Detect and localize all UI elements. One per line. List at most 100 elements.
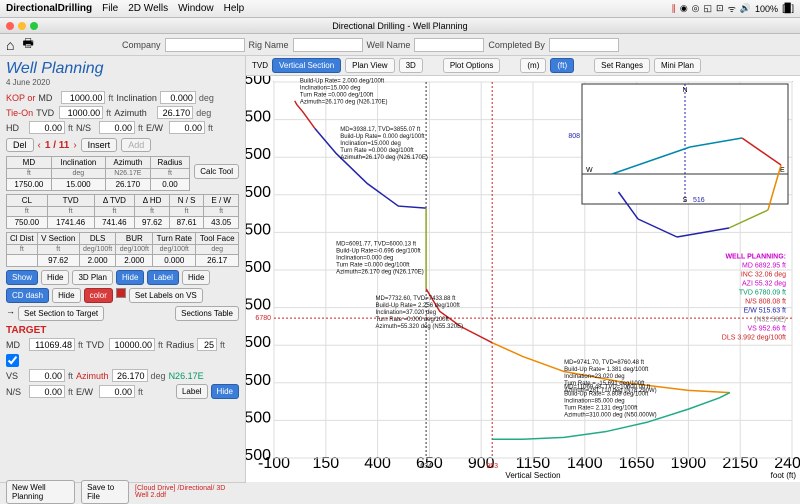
insert-button[interactable]: Insert <box>81 138 118 152</box>
t-ns-input[interactable] <box>29 385 65 398</box>
cddash-button[interactable]: CD dash <box>6 288 49 303</box>
unit: deg <box>196 108 211 118</box>
svg-text:VS 952.66 ft: VS 952.66 ft <box>747 326 786 333</box>
unit: ft <box>106 108 111 118</box>
status-icon: ⊡ <box>716 3 724 14</box>
rigname-label: Rig Name <box>249 40 289 50</box>
battery-pct: 100% <box>755 4 778 14</box>
sectionstable-button[interactable]: Sections Table <box>175 306 239 321</box>
t-hide-button[interactable]: Hide <box>211 384 239 399</box>
mini-plan-button[interactable]: Mini Plan <box>654 58 701 73</box>
unit: ft <box>208 123 213 133</box>
close-icon[interactable] <box>6 22 14 30</box>
company-input[interactable] <box>165 38 245 52</box>
svg-text:(N32.56E): (N32.56E) <box>754 317 786 324</box>
tvd-input[interactable] <box>59 106 103 119</box>
prev-icon[interactable]: ‹ <box>38 140 41 151</box>
setsection-button[interactable]: Set Section to Target <box>18 306 104 321</box>
tab-vertical-section[interactable]: Vertical Section <box>272 58 341 73</box>
tieon-label: Tie-On <box>6 108 33 118</box>
t-label-button[interactable]: Label <box>176 384 208 399</box>
hidelabel-button[interactable]: Hide <box>182 270 210 285</box>
svg-text:500: 500 <box>246 76 271 88</box>
ew-input[interactable] <box>169 121 205 134</box>
unit: ft <box>78 340 83 350</box>
bottom-bar: New Well Planning Save to File [Cloud Dr… <box>0 482 246 500</box>
label-button[interactable]: Label <box>147 270 179 285</box>
home-icon[interactable]: ⌂ <box>6 37 14 53</box>
hide-cd-button[interactable]: Hide <box>52 288 80 303</box>
color-swatch[interactable] <box>116 288 126 298</box>
setlabels-button[interactable]: Set Labels on VS <box>129 288 203 303</box>
svg-text:5500: 5500 <box>246 259 271 276</box>
kop-label: KOP or <box>6 93 35 103</box>
svg-text:953: 953 <box>486 463 498 470</box>
t-azi-label: Azimuth <box>76 371 109 381</box>
svg-text:2500: 2500 <box>246 146 271 163</box>
show-button[interactable]: Show <box>6 270 38 285</box>
menu-2dwells[interactable]: 2D Wells <box>128 3 168 14</box>
unit-ft-button[interactable]: (ft) <box>550 58 574 73</box>
svg-text:N: N <box>682 87 687 94</box>
zoom-icon[interactable] <box>30 22 38 30</box>
completedby-input[interactable] <box>549 38 619 52</box>
unit: ft <box>158 340 163 350</box>
svg-text:6780: 6780 <box>255 315 271 322</box>
t-radius-check[interactable] <box>6 354 19 367</box>
hide3d-button[interactable]: Hide <box>116 270 144 285</box>
plot-options-button[interactable]: Plot Options <box>443 58 501 73</box>
t-azi-input[interactable] <box>112 369 148 382</box>
set-ranges-button[interactable]: Set Ranges <box>594 58 650 73</box>
hide-button[interactable]: Hide <box>41 270 69 285</box>
t-md-input[interactable] <box>29 338 75 351</box>
print-icon[interactable]: 🖶 <box>22 34 33 55</box>
ns-input[interactable] <box>99 121 135 134</box>
unit: ft <box>138 387 143 397</box>
pause-icon: ∥ <box>671 3 676 14</box>
t-radius-input[interactable] <box>197 338 217 351</box>
ew-label: E/W <box>146 123 166 133</box>
incl-label: Inclination <box>116 93 157 103</box>
tab-plan-view[interactable]: Plan View <box>345 58 394 73</box>
del-button[interactable]: Del <box>6 138 34 152</box>
tab-3d[interactable]: 3D <box>399 58 423 73</box>
minimize-icon[interactable] <box>18 22 26 30</box>
unit: ft <box>68 387 73 397</box>
plan3d-button[interactable]: 3D Plan <box>72 270 112 285</box>
wellname-input[interactable] <box>414 38 484 52</box>
svg-text:1500: 1500 <box>246 109 271 126</box>
menu-file[interactable]: File <box>102 3 118 14</box>
status-icon: ◎ <box>692 3 700 14</box>
unit: deg <box>199 93 214 103</box>
rigname-input[interactable] <box>293 38 363 52</box>
date: 4 June 2020 <box>6 78 239 87</box>
svg-text:MD 6892.95 ft: MD 6892.95 ft <box>742 263 786 270</box>
svg-text:634: 634 <box>420 463 432 470</box>
svg-text:6500: 6500 <box>246 297 271 314</box>
menubar: DirectionalDrilling File 2D Wells Window… <box>0 0 800 18</box>
add-button[interactable]: Add <box>121 138 151 152</box>
incl-input[interactable] <box>160 91 196 104</box>
hd-label: HD <box>6 123 26 133</box>
t-ew-input[interactable] <box>99 385 135 398</box>
plot-toolbar: TVD Vertical Section Plan View 3D Plot O… <box>246 56 800 76</box>
svg-text:9500: 9500 <box>246 409 271 426</box>
battery-icon: [▉] <box>782 3 794 14</box>
menu-window[interactable]: Window <box>178 3 214 14</box>
sidebar: Well Planning 4 June 2020 KOP or MD ft I… <box>0 56 246 482</box>
t-tvd-input[interactable] <box>109 338 155 351</box>
next-icon[interactable]: › <box>73 140 76 151</box>
unit: ft <box>68 371 73 381</box>
color-button[interactable]: color <box>84 288 113 303</box>
wifi-icon: ᯤ <box>728 2 736 15</box>
svg-text:4500: 4500 <box>246 221 271 238</box>
menu-help[interactable]: Help <box>224 3 245 14</box>
calc-tool-button[interactable]: Calc Tool <box>194 164 239 179</box>
hd-input[interactable] <box>29 121 65 134</box>
azi-input[interactable] <box>157 106 193 119</box>
top-fields: ⌂ 🖶 Company Rig Name Well Name Completed… <box>0 34 800 56</box>
md-input[interactable] <box>61 91 105 104</box>
unit-m-button[interactable]: (m) <box>520 58 546 73</box>
t-vs-input[interactable] <box>29 369 65 382</box>
tvd-label: TVD <box>252 61 268 70</box>
